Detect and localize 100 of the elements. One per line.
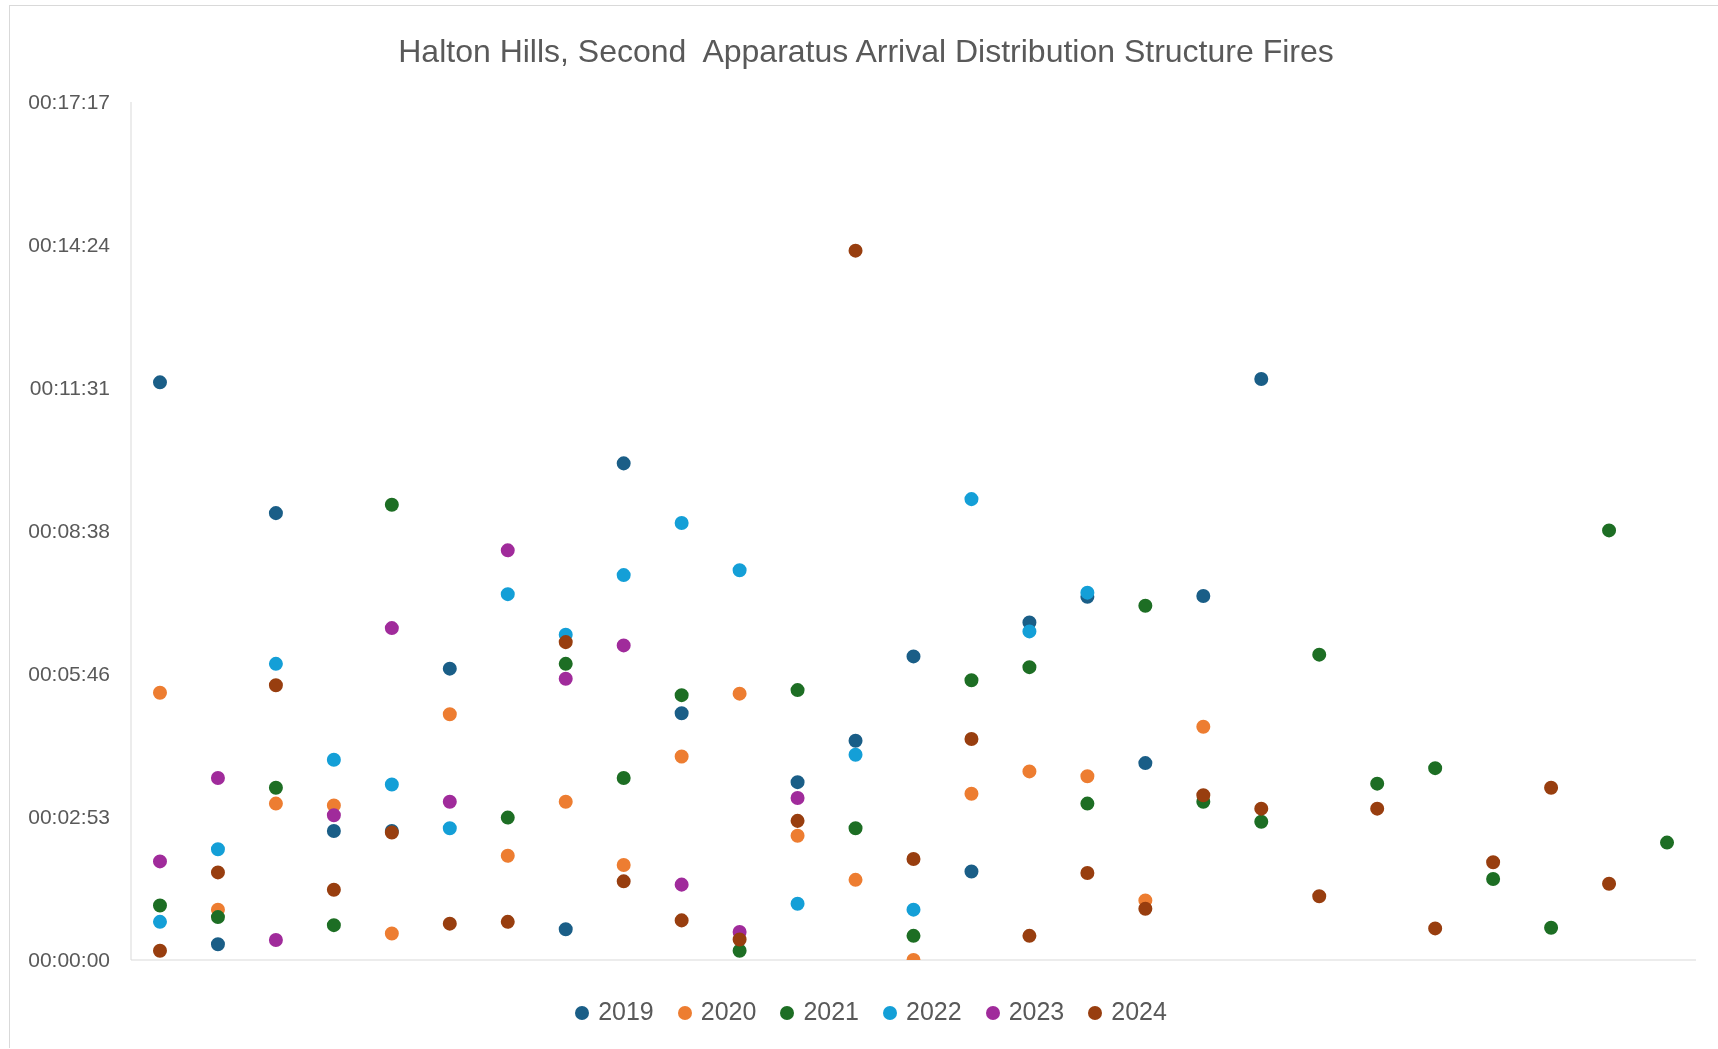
point (964, 786, 979, 801)
point (674, 877, 689, 892)
point (1602, 523, 1617, 538)
point (906, 649, 921, 664)
point (1080, 796, 1095, 811)
point (1080, 585, 1095, 600)
point (732, 932, 747, 947)
point (210, 910, 225, 925)
point (964, 492, 979, 507)
y-tick-label: 00:00:00 (28, 948, 110, 972)
point (1138, 756, 1153, 771)
point (152, 685, 167, 700)
chart-title: Halton Hills, Second Apparatus Arrival Distribution Structure Fires (397, 32, 1335, 70)
legend-label: 2023 (1008, 997, 1065, 1025)
point (616, 638, 631, 653)
point (1138, 901, 1153, 916)
point (442, 707, 457, 722)
legend-label: 2024 (1111, 997, 1167, 1025)
point (790, 790, 805, 805)
point (1022, 624, 1037, 639)
point (152, 375, 167, 390)
point (616, 456, 631, 471)
point (384, 777, 399, 792)
point (848, 243, 863, 258)
point (558, 922, 573, 937)
point (790, 683, 805, 698)
y-tick-label: 00:08:38 (28, 519, 110, 543)
y-tick-label: 00:02:53 (28, 805, 110, 829)
point (500, 587, 515, 602)
point (1312, 889, 1327, 904)
point (1080, 769, 1095, 784)
point (1022, 928, 1037, 943)
point (152, 898, 167, 913)
point (1486, 855, 1501, 870)
point (152, 914, 167, 929)
point (1022, 660, 1037, 675)
point (732, 686, 747, 701)
point (1312, 647, 1327, 662)
point (1602, 876, 1617, 891)
point (674, 688, 689, 703)
point (210, 842, 225, 857)
point (1428, 761, 1443, 776)
point (1196, 719, 1211, 734)
point (848, 821, 863, 836)
point (384, 497, 399, 512)
point (1544, 780, 1559, 795)
point (1370, 776, 1385, 791)
point (616, 857, 631, 872)
point (964, 673, 979, 688)
point (1138, 598, 1153, 613)
point (500, 848, 515, 863)
point (268, 678, 283, 693)
point (1022, 764, 1037, 779)
point (326, 918, 341, 933)
legend-label: 2022 (906, 997, 962, 1025)
point (558, 671, 573, 686)
point (964, 731, 979, 746)
point (964, 864, 979, 879)
point (674, 749, 689, 764)
point (442, 821, 457, 836)
point (268, 933, 283, 948)
point (210, 937, 225, 952)
point (268, 796, 283, 811)
point (268, 780, 283, 795)
point (442, 916, 457, 931)
point (790, 813, 805, 828)
point (210, 770, 225, 785)
point (442, 661, 457, 676)
point (1370, 801, 1385, 816)
point (210, 865, 225, 880)
point (152, 943, 167, 958)
point (1196, 788, 1211, 803)
point (558, 656, 573, 671)
point (326, 752, 341, 767)
point (616, 874, 631, 889)
point (616, 568, 631, 583)
point (1196, 588, 1211, 603)
point (268, 506, 283, 521)
point (384, 926, 399, 941)
point (1254, 814, 1269, 829)
point (906, 928, 921, 943)
y-tick-label: 00:11:31 (29, 376, 110, 400)
point (790, 775, 805, 790)
y-tick-label: 00:14:24 (28, 233, 111, 257)
point (500, 810, 515, 825)
point (500, 543, 515, 558)
point (906, 902, 921, 917)
point (326, 882, 341, 897)
point (558, 635, 573, 650)
point (558, 794, 573, 809)
point (848, 747, 863, 762)
point (674, 913, 689, 928)
point (268, 656, 283, 671)
point (326, 824, 341, 838)
point (1486, 871, 1501, 886)
point (906, 852, 921, 866)
point (326, 808, 341, 823)
point (1428, 921, 1443, 936)
legend-label: 2019 (598, 997, 654, 1025)
point (674, 515, 689, 530)
